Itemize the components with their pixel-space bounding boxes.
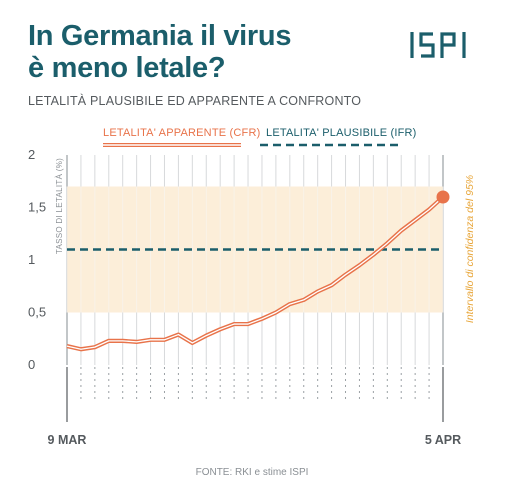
- chart-title: In Germania il virus è meno letale?: [28, 20, 291, 84]
- y-tick-label: 2: [28, 147, 35, 162]
- title-line-1: In Germania il virus: [28, 20, 292, 52]
- x-tick-end: 5 APR: [425, 433, 461, 447]
- ispi-logo: [410, 32, 466, 58]
- title-line-2: è meno letale?: [28, 52, 226, 84]
- legend-cfr-label: LETALITA' APPARENTE (CFR): [103, 127, 260, 139]
- confidence-interval-label: Intervallo di confidenza del 95%: [464, 175, 476, 323]
- chart-subtitle: LETALITÀ PLAUSIBILE ED APPARENTE A CONFR…: [28, 94, 362, 108]
- legend-ifr-label: LETALITA' PLAUSIBILE (IFR): [266, 127, 417, 139]
- source-note: FONTE: RKI e stime ISPI: [196, 467, 309, 478]
- cfr-line-inner: [66, 196, 444, 350]
- x-tick-start: 9 MAR: [48, 433, 87, 447]
- y-tick-label: 0: [28, 357, 35, 372]
- cfr-end-marker: [436, 190, 450, 204]
- y-tick-label: 1: [28, 252, 35, 267]
- y-tick-label: 0,5: [28, 305, 46, 320]
- y-axis-label: TASSO DI LETALITÀ (%): [55, 158, 64, 254]
- y-tick-label: 1,5: [28, 200, 46, 215]
